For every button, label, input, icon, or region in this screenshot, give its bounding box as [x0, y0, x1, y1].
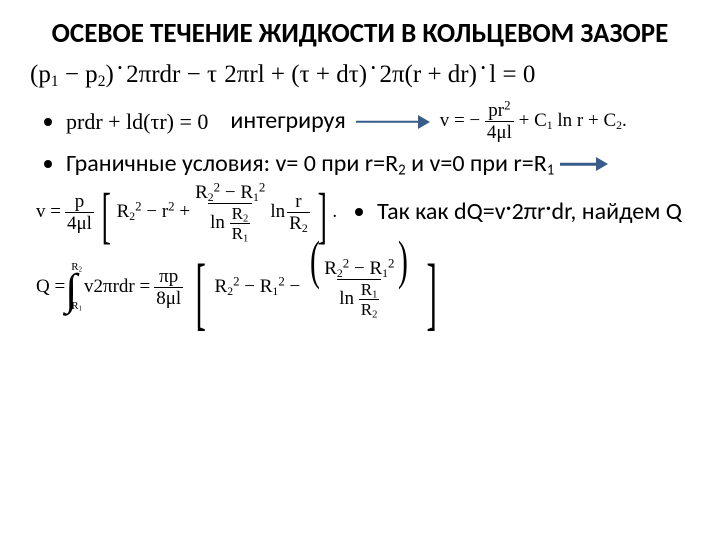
- eq-v-solution: v = p4μl [ R22 − r2 + R22 − R12 ln R2R1 …: [36, 183, 337, 242]
- bullet-icon: [44, 118, 52, 126]
- bullet-row-1: prdr + ld(τr) = 0 интегрируя v = − pr24μ…: [36, 101, 684, 142]
- dq-text: Так как dQ=v·2πr·dr, найдем Q: [377, 198, 682, 227]
- eq-v-general: v = − pr24μl + C1 ln r + C2.: [440, 101, 627, 142]
- velocity-solution-row: v = p4μl [ R22 − r2 + R22 − R12 ln R2R1 …: [36, 183, 684, 242]
- equation-balance: (p1 − p2)·2πrdr − τ 2πrl + (τ + dτ)·2π(r…: [30, 61, 684, 89]
- flow-rate-row: Q = ∫ R2R1 v2πrdr = πp8μl [ R22 − R12 − …: [36, 256, 684, 318]
- slide-title: ОСЕВОЕ ТЕЧЕНИЕ ЖИДКОСТИ В КОЛЬЦЕВОМ ЗАЗО…: [36, 18, 684, 49]
- eq-prdr: prdr + ld(τr) = 0: [66, 109, 208, 135]
- bullet-icon: [355, 208, 363, 216]
- bullet-row-2: Граничные условия: v= 0 при r=R2 и v=0 п…: [36, 150, 684, 179]
- slide: ОСЕВОЕ ТЕЧЕНИЕ ЖИДКОСТИ В КОЛЬЦЕВОМ ЗАЗО…: [0, 0, 720, 540]
- boundary-conditions: Граничные условия: v= 0 при r=R2 и v=0 п…: [66, 150, 554, 179]
- eq1-text: (p1 − p2)·2πrdr − τ 2πrl + (τ + dτ)·2π(r…: [30, 61, 535, 89]
- arrow-icon: [356, 115, 430, 129]
- eq-Q: Q = ∫ R2R1 v2πrdr = πp8μl [ R22 − R12 − …: [36, 256, 446, 318]
- bullet-icon: [44, 160, 52, 168]
- word-integrating: интегрируя: [230, 107, 345, 136]
- arrow-icon: [560, 157, 608, 171]
